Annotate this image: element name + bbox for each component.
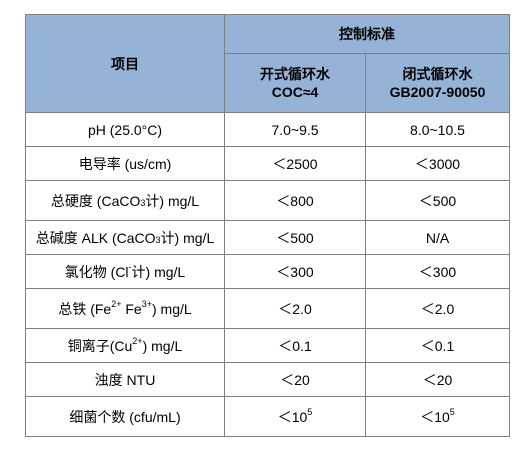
table-row: 氯化物 (Cl-计) mg/L ＜300 ＜300 [25, 254, 510, 289]
row-item: 总铁 (Fe2+ Fe3+) mg/L [25, 288, 225, 329]
water-quality-table: 项目 控制标准 开式循环水 COC≈4 闭式循环水 GB2007-90050 p… [25, 14, 510, 437]
row-open-value: ＜300 [224, 254, 366, 289]
row-item: 总碱度 ALK (CaCO3计) mg/L [25, 220, 225, 255]
table-row: 总硬度 (CaCO3计) mg/L ＜800 ＜500 [25, 180, 510, 221]
row-closed-value: ＜20 [365, 362, 510, 397]
header-closed-system-standard: GB2007-90050 [389, 84, 486, 100]
table-row: 总铁 (Fe2+ Fe3+) mg/L ＜2.0 ＜2.0 [25, 288, 510, 329]
header-open-system: 开式循环水 COC≈4 [224, 53, 366, 113]
row-closed-value: ＜3000 [365, 146, 510, 181]
row-item: 铜离子(Cu2+) mg/L [25, 328, 225, 363]
table-row: pH (25.0°C) 7.0~9.5 8.0~10.5 [25, 112, 510, 147]
table-row: 细菌个数 (cfu/mL) ＜105 ＜105 [25, 396, 510, 437]
row-item: 氯化物 (Cl-计) mg/L [25, 254, 225, 289]
row-open-value: ＜800 [224, 180, 366, 221]
row-closed-value: ＜105 [365, 396, 510, 437]
header-closed-system: 闭式循环水 GB2007-90050 [365, 53, 510, 113]
row-item: pH (25.0°C) [25, 112, 225, 147]
row-closed-value: 8.0~10.5 [365, 112, 510, 147]
table-row: 电导率 (us/cm) ＜2500 ＜3000 [25, 146, 510, 181]
row-open-value: ＜2500 [224, 146, 366, 181]
row-open-value: ＜500 [224, 220, 366, 255]
row-item: 总硬度 (CaCO3计) mg/L [25, 180, 225, 221]
table-row: 总碱度 ALK (CaCO3计) mg/L ＜500 N/A [25, 220, 510, 255]
row-open-value: ＜20 [224, 362, 366, 397]
row-open-value: ＜2.0 [224, 288, 366, 329]
row-closed-value: ＜2.0 [365, 288, 510, 329]
header-item: 项目 [25, 14, 225, 113]
header-closed-system-name: 闭式循环水 [402, 66, 473, 82]
row-open-value: 7.0~9.5 [224, 112, 366, 147]
row-item: 浊度 NTU [25, 362, 225, 397]
row-closed-value: N/A [365, 220, 510, 255]
header-open-system-coc: COC≈4 [271, 84, 319, 100]
table-row: 铜离子(Cu2+) mg/L ＜0.1 ＜0.1 [25, 328, 510, 363]
row-open-value: ＜105 [224, 396, 366, 437]
row-closed-value: ＜300 [365, 254, 510, 289]
row-closed-value: ＜500 [365, 180, 510, 221]
header-control-standard: 控制标准 [224, 14, 510, 54]
header-open-system-name: 开式循环水 [260, 66, 330, 82]
table-row: 浊度 NTU ＜20 ＜20 [25, 362, 510, 397]
row-open-value: ＜0.1 [224, 328, 366, 363]
row-item: 细菌个数 (cfu/mL) [25, 396, 225, 437]
row-item: 电导率 (us/cm) [25, 146, 225, 181]
row-closed-value: ＜0.1 [365, 328, 510, 363]
